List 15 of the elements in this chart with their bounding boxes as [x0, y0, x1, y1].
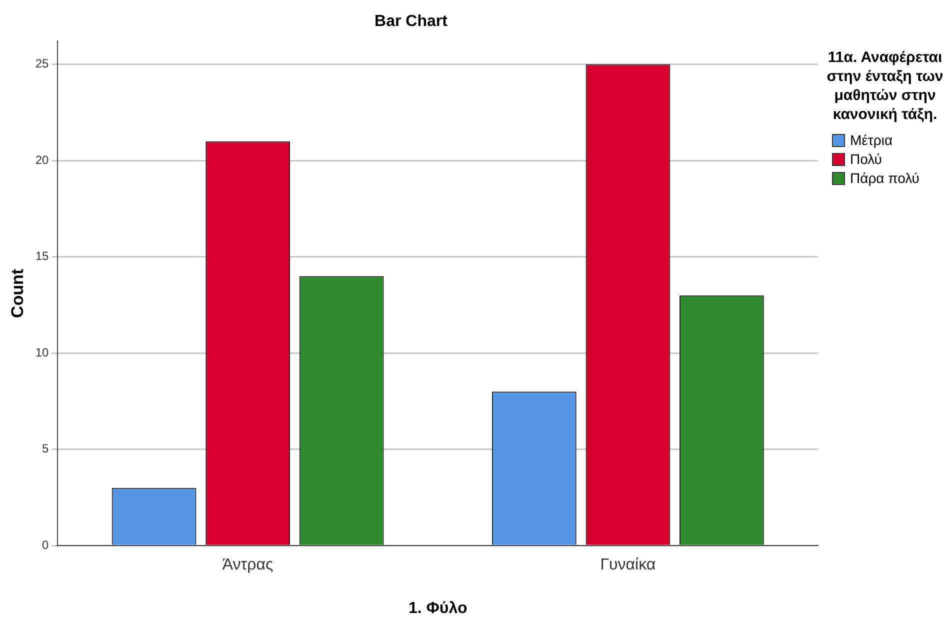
y-axis-title: Count	[8, 268, 27, 318]
x-tick-label: Γυναίκα	[600, 556, 656, 574]
chart-title: Bar Chart	[374, 13, 448, 30]
y-tick-label: 15	[35, 249, 50, 264]
legend-label: Πολύ	[850, 151, 882, 167]
x-tick-label: Άντρας	[222, 556, 274, 574]
legend-label: Πάρα πολύ	[850, 170, 920, 186]
legend-title: 11α. Αναφέρεται στην ένταξη των μαθητών στην κανονική τάξη.	[826, 48, 944, 124]
legend-label: Μέτρια	[850, 132, 893, 148]
y-tick-label: 5	[42, 442, 50, 456]
y-tick-label: 0	[42, 538, 50, 552]
x-axis-title: 1. Φύλο	[408, 600, 468, 617]
y-tick-label: 10	[35, 345, 50, 360]
y-tick-label: 25	[35, 56, 50, 71]
y-tick-label: 20	[35, 152, 50, 167]
